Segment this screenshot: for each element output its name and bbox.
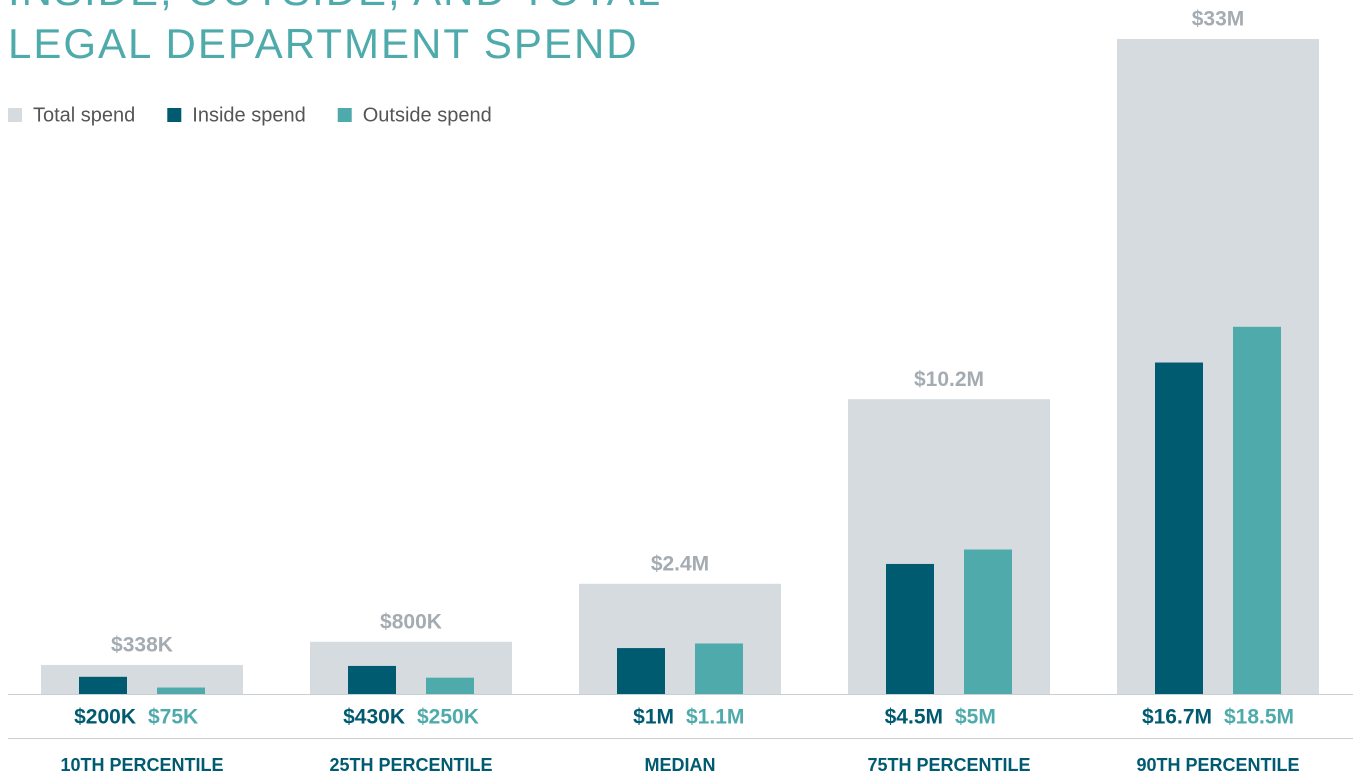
total-label: $2.4M [651,552,709,575]
category-label: 10TH PERCENTILE [60,755,223,775]
total-bar [310,641,512,694]
legend-label: Inside spend [192,104,305,126]
bar [1233,326,1281,694]
total-label: $33M [1192,8,1245,31]
value-label: $18.5M [1224,706,1294,729]
value-label: $1.1M [686,706,744,729]
chart-title: LEGAL DEPARTMENT SPEND [8,20,639,67]
bar [964,549,1012,694]
chart-title: INSIDE, OUTSIDE, AND TOTAL [8,0,662,14]
legend-swatch [337,108,352,122]
category-label: 25TH PERCENTILE [329,755,492,775]
total-bar [41,664,243,694]
value-label: $4.5M [885,706,943,729]
category-label: MEDIAN [645,755,716,775]
bar [1155,362,1203,694]
total-label: $338K [111,633,173,656]
legend-swatch [8,108,22,122]
total-bar [848,399,1050,694]
value-label: $1M [633,706,674,729]
value-label: $5M [955,706,996,729]
bar [426,677,474,694]
bar [617,648,665,694]
legend-swatch [167,108,182,122]
bar [157,687,205,694]
total-bar [1117,39,1319,694]
legend-label: Total spend [33,104,135,126]
bar [348,665,396,694]
total-label: $10.2M [914,368,984,391]
bar [79,676,127,694]
value-label: $200K [74,706,136,729]
value-label: $75K [148,706,198,729]
category-label: 75TH PERCENTILE [867,755,1030,775]
total-bar [579,583,781,694]
bar [886,563,934,694]
category-label: 90TH PERCENTILE [1136,755,1299,775]
value-label: $250K [417,706,479,729]
total-label: $800K [380,610,442,633]
value-label: $430K [343,706,405,729]
value-label: $16.7M [1142,706,1212,729]
bar [695,643,743,694]
legend-label: Outside spend [363,104,492,126]
